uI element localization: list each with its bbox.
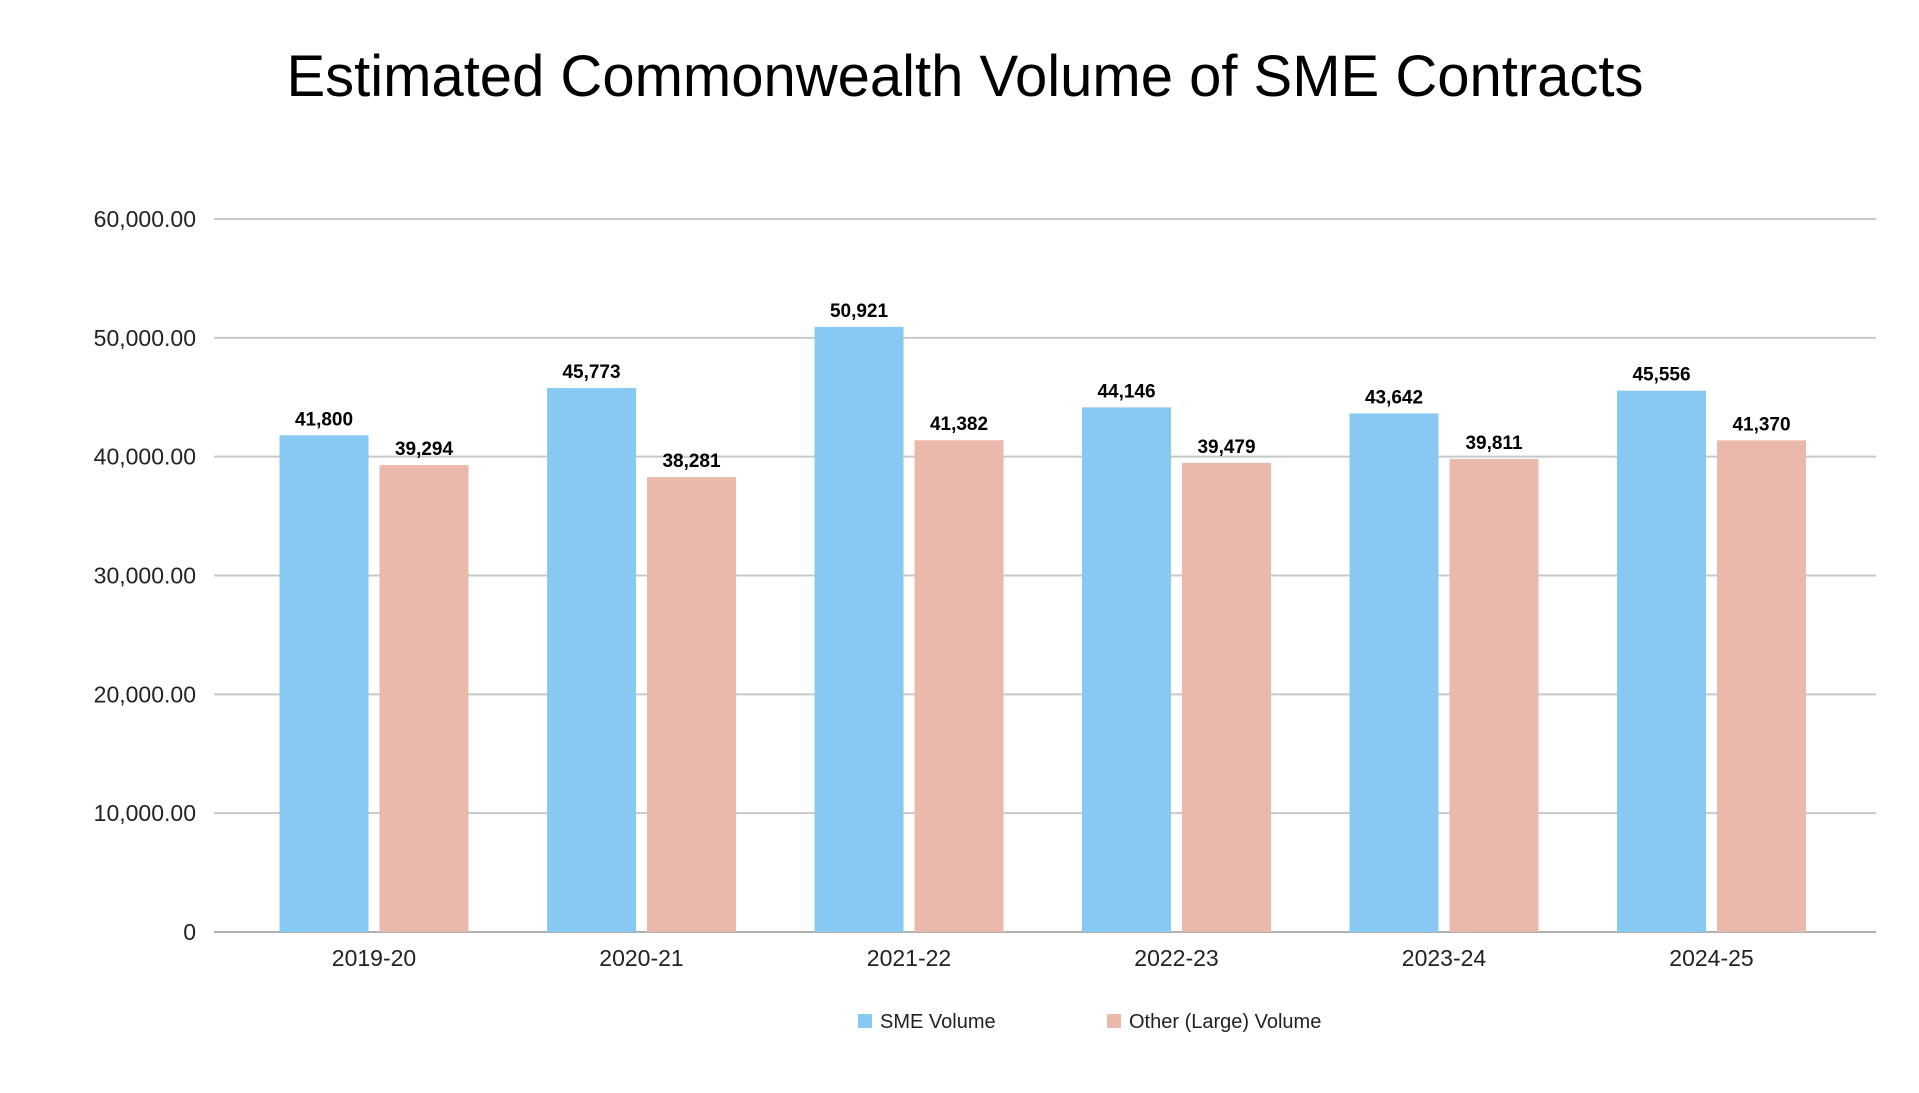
data-label: 43,642 [1365,387,1423,408]
gridlines [214,218,1876,933]
bar-sme [1082,407,1171,932]
bars: 41,800 39,294 45,773 38,281 50,921 41,382 44,1… [279,301,1806,933]
legend: SME Volume Other (Large) Volume [858,1011,1321,1033]
bar-sme [814,326,904,932]
bar-sme [1617,390,1706,933]
y-tick-label: 30,000.00 [94,563,196,589]
y-tick-label: 0 [183,919,196,945]
y-tick-label: 60,000.00 [94,206,196,232]
x-axis: 2019-20 2020-21 2021-22 2022-23 2023-24 2024-… [332,945,1754,971]
data-label: 38,281 [662,451,721,472]
y-tick-label: 20,000.00 [94,681,196,707]
data-label: 44,146 [1097,381,1155,402]
y-axis: 0 10,000.00 20,000.00 30,000.00 40,000.00 50,… [94,206,196,945]
x-tick-label: 2022-23 [1134,945,1218,971]
data-label: 41,800 [295,409,353,430]
bar-other [1717,440,1806,932]
data-label: 39,294 [395,439,454,460]
y-tick-label: 10,000.00 [94,800,196,826]
y-tick-label: 50,000.00 [94,325,196,351]
legend-label: SME Volume [880,1011,996,1033]
legend-swatch [858,1014,872,1028]
data-label: 41,382 [930,414,988,435]
bar-other [1182,462,1271,932]
data-label: 41,370 [1732,414,1790,435]
data-label: 45,556 [1632,365,1690,386]
x-tick-label: 2023-24 [1402,945,1487,971]
bar-other [914,440,1004,932]
bar-other [379,465,469,932]
x-tick-label: 2019-20 [332,945,416,971]
x-tick-label: 2021-22 [867,945,951,971]
bar-sme [1349,413,1439,932]
x-tick-label: 2024-25 [1669,945,1753,971]
x-tick-label: 2020-21 [599,945,683,971]
legend-swatch [1107,1014,1121,1028]
legend-label: Other (Large) Volume [1129,1011,1321,1033]
y-tick-label: 40,000.00 [94,444,196,470]
bar-sme [279,435,369,932]
bar-other [1449,458,1539,932]
data-label: 39,479 [1197,437,1255,458]
chart-title: Estimated Commonwealth Volume of SME Con… [286,44,1643,109]
bar-other [647,477,736,932]
data-label: 45,773 [562,362,620,383]
bar-sme [547,388,636,932]
data-label: 39,811 [1465,433,1522,454]
data-label: 50,921 [830,301,889,322]
